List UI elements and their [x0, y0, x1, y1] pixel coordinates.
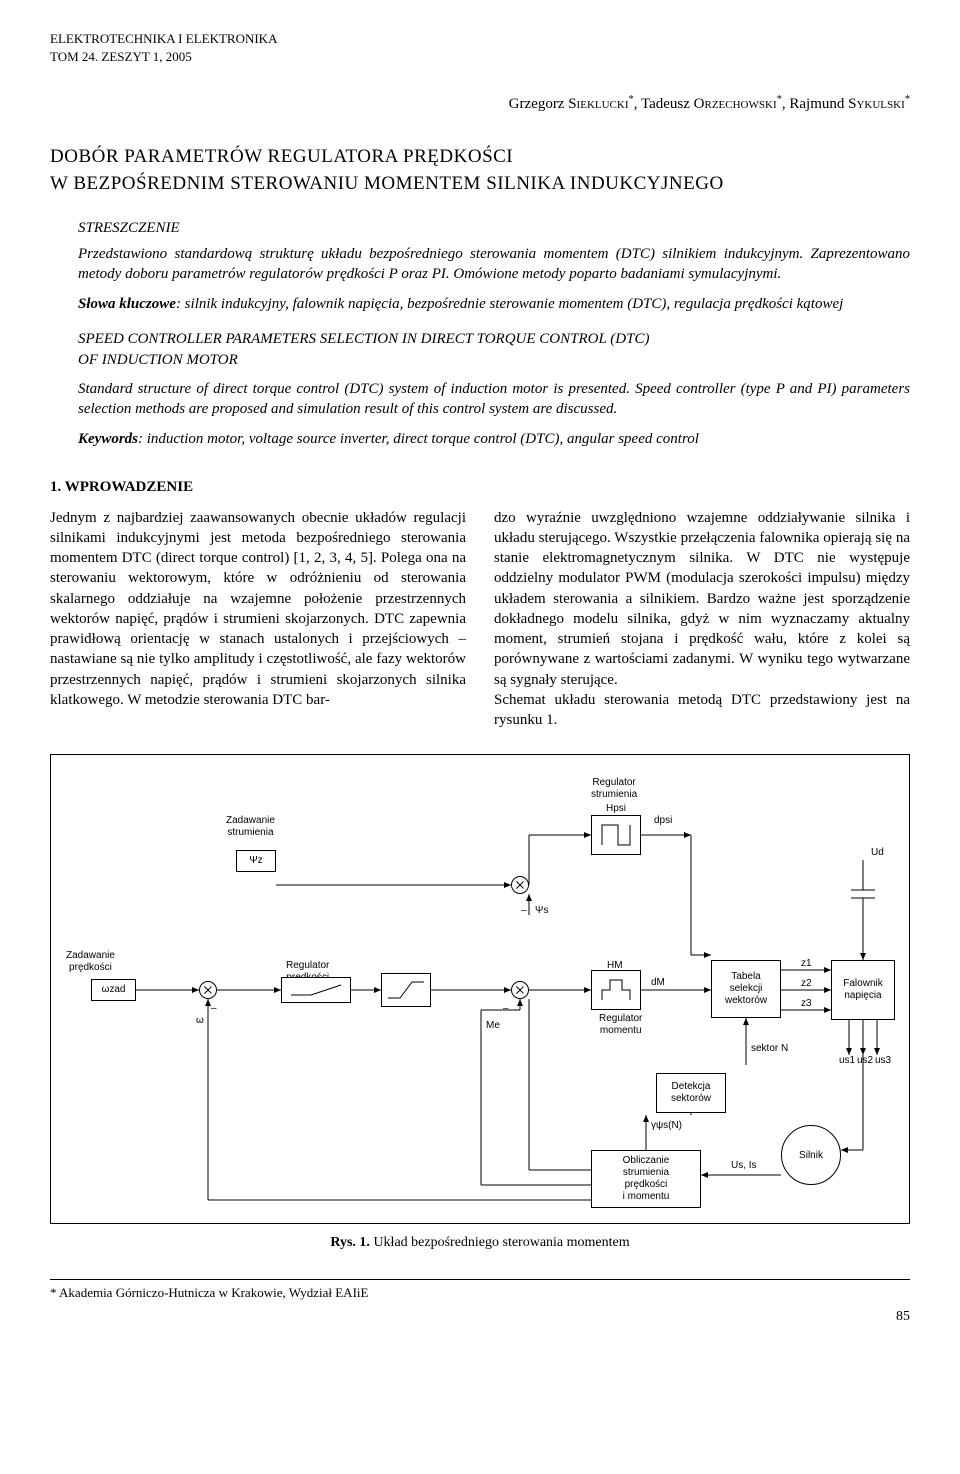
keywords-en: Keywords: induction motor, voltage sourc…: [78, 429, 910, 449]
abstract-en-text: Standard structure of direct torque cont…: [78, 379, 910, 420]
label-dpsi: dpsi: [654, 815, 672, 827]
box-reg-predkosci: [281, 977, 351, 1003]
figure-caption-text: Układ bezpośredniego sterowania momentem: [370, 1235, 630, 1250]
label-reg-momentu: Regulatormomentu: [599, 1013, 642, 1036]
journal-header: ELEKTROTECHNIKA I ELEKTRONIKA TOM 24. ZE…: [50, 30, 910, 65]
label-z1: z1: [801, 958, 812, 970]
keywords-pl-text: : silnik indukcyjny, falownik napięcia, …: [176, 296, 843, 312]
box-omega-zad: ωzad: [91, 979, 136, 1001]
label-reg-strumienia: Regulatorstrumienia: [591, 777, 637, 800]
figure-1-caption: Rys. 1. Układ bezpośredniego sterowania …: [50, 1234, 910, 1253]
dtc-block-diagram: Zadawaniestrumienia Ψz Zadawanieprędkośc…: [50, 754, 910, 1224]
minus-sign: –: [521, 905, 527, 917]
label-us3: us3: [875, 1055, 891, 1067]
col-right-text: dzo wyraźnie uwzględniono wzajemne oddzi…: [494, 508, 910, 731]
label-ud: Ud: [871, 847, 884, 859]
label-zadawanie-strumienia: Zadawaniestrumienia: [226, 815, 275, 838]
body-columns: Jednym z najbardziej zaawansowanych obec…: [50, 508, 910, 731]
author-last: Sieklucki: [568, 96, 628, 112]
label-me: Me: [486, 1020, 500, 1032]
en-title: SPEED CONTROLLER PARAMETERS SELECTION IN…: [78, 329, 910, 371]
keywords-en-text: : induction motor, voltage source invert…: [138, 431, 699, 447]
box-psi-z: Ψz: [236, 850, 276, 872]
journal-line2: TOM 24. ZESZYT 1, 2005: [50, 48, 910, 66]
title-line2: W BEZPOŚREDNIM STEROWANIU MOMENTEM SILNI…: [50, 171, 910, 198]
author-first: Grzegorz: [509, 96, 569, 112]
box-tabela-selekcji: Tabelaselekcjiwektorów: [711, 960, 781, 1018]
label-omega: ω: [196, 1015, 204, 1027]
label-us-is: Us, Is: [731, 1160, 757, 1172]
abstract-pl-text: Przedstawiono standardową strukturę ukła…: [78, 244, 910, 285]
label-gamma: γψs(N): [651, 1120, 682, 1132]
minus-sign: –: [503, 1003, 509, 1015]
author-first: Rajmund: [789, 96, 848, 112]
label-hpsi: Hpsi: [606, 803, 626, 815]
label-psi-s: Ψs: [535, 905, 548, 917]
affil-star: *: [777, 94, 782, 105]
label-z2: z2: [801, 978, 812, 990]
en-title-line1: SPEED CONTROLLER PARAMETERS SELECTION IN…: [78, 329, 910, 350]
title-line1: DOBÓR PARAMETRÓW REGULATORA PRĘDKOŚCI: [50, 144, 910, 171]
article-title: DOBÓR PARAMETRÓW REGULATORA PRĘDKOŚCI W …: [50, 144, 910, 197]
author-first: Tadeusz: [641, 96, 694, 112]
section-1-heading: 1. WPROWADZENIE: [50, 477, 910, 497]
label-z3: z3: [801, 998, 812, 1010]
label-us1: us1: [839, 1055, 855, 1067]
label-dm: dM: [651, 977, 665, 989]
abstract-en: SPEED CONTROLLER PARAMETERS SELECTION IN…: [50, 329, 910, 450]
label-zadawanie-predkosci: Zadawanieprędkości: [66, 950, 115, 973]
box-falownik: Falowniknapięcia: [831, 960, 895, 1020]
journal-line1: ELEKTROTECHNIKA I ELEKTRONIKA: [50, 30, 910, 48]
abstract-pl: STRESZCZENIE Przedstawiono standardową s…: [50, 218, 910, 315]
affiliation-footnote: * Akademia Górniczo-Hutnicza w Krakowie,…: [50, 1279, 910, 1302]
label-us2: us2: [857, 1055, 873, 1067]
box-hpsi: [591, 815, 641, 855]
figure-1: Zadawaniestrumienia Ψz Zadawanieprędkośc…: [50, 754, 910, 1253]
figure-caption-number: Rys. 1.: [330, 1235, 370, 1250]
author-last: Orzechowski: [694, 96, 777, 112]
block-silnik: Silnik: [781, 1125, 841, 1185]
minus-sign: –: [211, 1003, 217, 1015]
page-number: 85: [50, 1308, 910, 1327]
abstract-pl-label: STRESZCZENIE: [78, 218, 910, 238]
en-title-line2: OF INDUCTION MOTOR: [78, 350, 910, 371]
authors-line: Grzegorz Sieklucki*, Tadeusz Orzechowski…: [50, 93, 910, 114]
box-limiter: [381, 973, 431, 1007]
col-left-text: Jednym z najbardziej zaawansowanych obec…: [50, 508, 466, 711]
affil-star: *: [905, 94, 910, 105]
box-hm: [591, 970, 641, 1010]
author-last: Sykulski: [848, 96, 905, 112]
affil-star: *: [629, 94, 634, 105]
keywords-en-label: Keywords: [78, 431, 138, 447]
column-left: Jednym z najbardziej zaawansowanych obec…: [50, 508, 466, 731]
box-detekcja-sektorow: Detekcjasektorów: [656, 1073, 726, 1113]
keywords-pl: Słowa kluczowe: silnik indukcyjny, falow…: [78, 294, 910, 314]
label-sektor-n: sektor N: [751, 1043, 788, 1055]
box-obliczanie: Obliczaniestrumieniaprędkościi momentu: [591, 1150, 701, 1208]
column-right: dzo wyraźnie uwzględniono wzajemne oddzi…: [494, 508, 910, 731]
keywords-pl-label: Słowa kluczowe: [78, 296, 176, 312]
